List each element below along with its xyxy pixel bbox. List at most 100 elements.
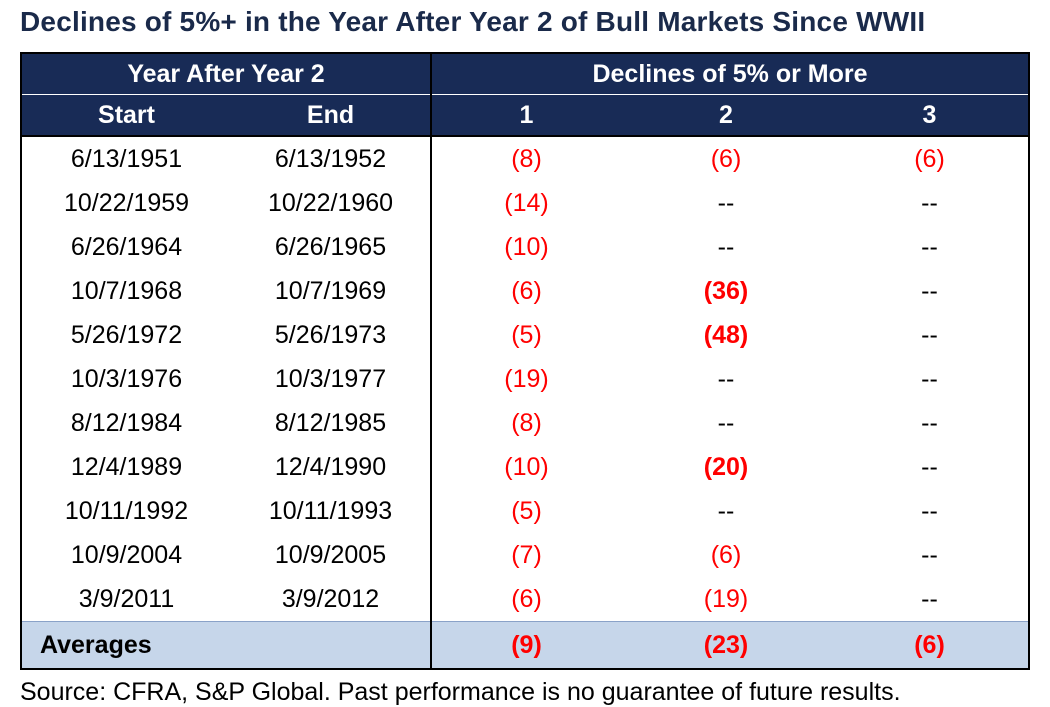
start-date-cell: 3/9/2011 [21,577,231,622]
empty-value: -- [921,189,938,217]
start-date-cell: 5/26/1972 [21,313,231,357]
decline-value: (7) [511,541,542,569]
decline-cell: (19) [431,357,621,401]
decline-cell: (6) [431,577,621,622]
empty-value: -- [718,189,735,217]
empty-value: -- [718,365,735,393]
page: Declines of 5%+ in the Year After Year 2… [0,0,1050,678]
table-row: 10/7/196810/7/1969 (6) (36) -- [21,269,1029,313]
table-row: 6/26/19646/26/1965 (10) -- -- [21,225,1029,269]
decline-cell: -- [621,357,831,401]
decline-cell: (10) [431,445,621,489]
decline-value: (10) [504,233,548,261]
table-row: 10/22/195910/22/1960 (14) -- -- [21,181,1029,225]
end-date-cell: 10/7/1969 [231,269,431,313]
empty-value: -- [921,365,938,393]
decline-cell: -- [831,533,1029,577]
decline-cell: -- [621,181,831,225]
start-date-cell: 10/11/1992 [21,489,231,533]
table-row: 10/11/199210/11/1993 (5) -- -- [21,489,1029,533]
decline-cell: (6) [621,136,831,181]
decline-value: (9) [511,631,542,659]
decline-value: (5) [511,497,542,525]
col-header-end: End [231,95,431,137]
page-title: Declines of 5%+ in the Year After Year 2… [20,6,1030,38]
decline-cell: (6) [831,136,1029,181]
decline-value: (8) [511,145,542,173]
col-header-d2: 2 [621,95,831,137]
decline-cell: (36) [621,269,831,313]
decline-value: (6) [511,585,542,613]
table-header-columns-row: Start End 1 2 3 [21,95,1029,137]
decline-cell: -- [831,489,1029,533]
decline-cell: (6) [831,622,1029,670]
empty-value: -- [921,453,938,481]
decline-cell: (23) [621,622,831,670]
decline-value: (19) [704,585,748,613]
header-group-dates: Year After Year 2 [21,53,431,95]
table-header-group-row: Year After Year 2 Declines of 5% or More [21,53,1029,95]
decline-cell: -- [621,225,831,269]
end-date-cell: 6/26/1965 [231,225,431,269]
start-date-cell: 10/7/1968 [21,269,231,313]
decline-cell: (5) [431,489,621,533]
source-attribution: Source: CFRA, S&P Global. Past performan… [20,678,1030,707]
empty-value: -- [921,321,938,349]
table-row: 3/9/20113/9/2012(6)(19)-- [21,577,1029,622]
table-header: Year After Year 2 Declines of 5% or More… [21,53,1029,136]
end-date-cell: 3/9/2012 [231,577,431,622]
end-date-cell: 10/22/1960 [231,181,431,225]
decline-value: (6) [711,541,742,569]
decline-cell: (5) [431,313,621,357]
end-date-cell: 5/26/1973 [231,313,431,357]
start-date-cell: 6/13/1951 [21,136,231,181]
decline-cell: -- [831,269,1029,313]
end-date-cell: 6/13/1952 [231,136,431,181]
col-header-start: Start [21,95,231,137]
table-row: 6/13/19516/13/1952 (8) (6) (6) [21,136,1029,181]
empty-value: -- [921,277,938,305]
decline-cell: (14) [431,181,621,225]
empty-value: -- [921,233,938,261]
table-row: 5/26/19725/26/1973 (5) (48) -- [21,313,1029,357]
decline-cell: (7) [431,533,621,577]
decline-value: (6) [711,145,742,173]
empty-value: -- [921,409,938,437]
decline-cell: -- [831,181,1029,225]
start-date-cell: 10/3/1976 [21,357,231,401]
decline-value: (19) [504,365,548,393]
empty-value: -- [718,497,735,525]
empty-value: -- [921,541,938,569]
table-row: 8/12/19848/12/1985(8)---- [21,401,1029,445]
decline-cell: (20) [621,445,831,489]
decline-cell: -- [621,401,831,445]
end-date-cell: 10/11/1993 [231,489,431,533]
start-date-cell: 8/12/1984 [21,401,231,445]
end-date-cell: 10/9/2005 [231,533,431,577]
table-row: 10/9/200410/9/2005 (7) (6) -- [21,533,1029,577]
decline-cell: (6) [431,269,621,313]
empty-value: -- [718,233,735,261]
start-date-cell: 10/9/2004 [21,533,231,577]
decline-cell: (8) [431,401,621,445]
decline-cell: (48) [621,313,831,357]
decline-cell: (10) [431,225,621,269]
decline-value: (6) [914,145,945,173]
decline-value: (6) [511,277,542,305]
averages-row: Averages(9)(23)(6) [21,622,1029,670]
decline-cell: (8) [431,136,621,181]
decline-value: (6) [914,631,945,659]
start-date-cell: 10/22/1959 [21,181,231,225]
header-group-declines: Declines of 5% or More [431,53,1029,95]
empty-value: -- [718,409,735,437]
end-date-cell: 10/3/1977 [231,357,431,401]
start-date-cell: 6/26/1964 [21,225,231,269]
decline-value: (5) [511,321,542,349]
declines-table: Year After Year 2 Declines of 5% or More… [20,52,1030,670]
table-row: 12/4/198912/4/1990(10)(20)-- [21,445,1029,489]
col-header-d3: 3 [831,95,1029,137]
decline-value: (23) [704,631,748,659]
decline-value: (20) [704,453,748,481]
decline-value: (14) [504,189,548,217]
decline-cell: (9) [431,622,621,670]
